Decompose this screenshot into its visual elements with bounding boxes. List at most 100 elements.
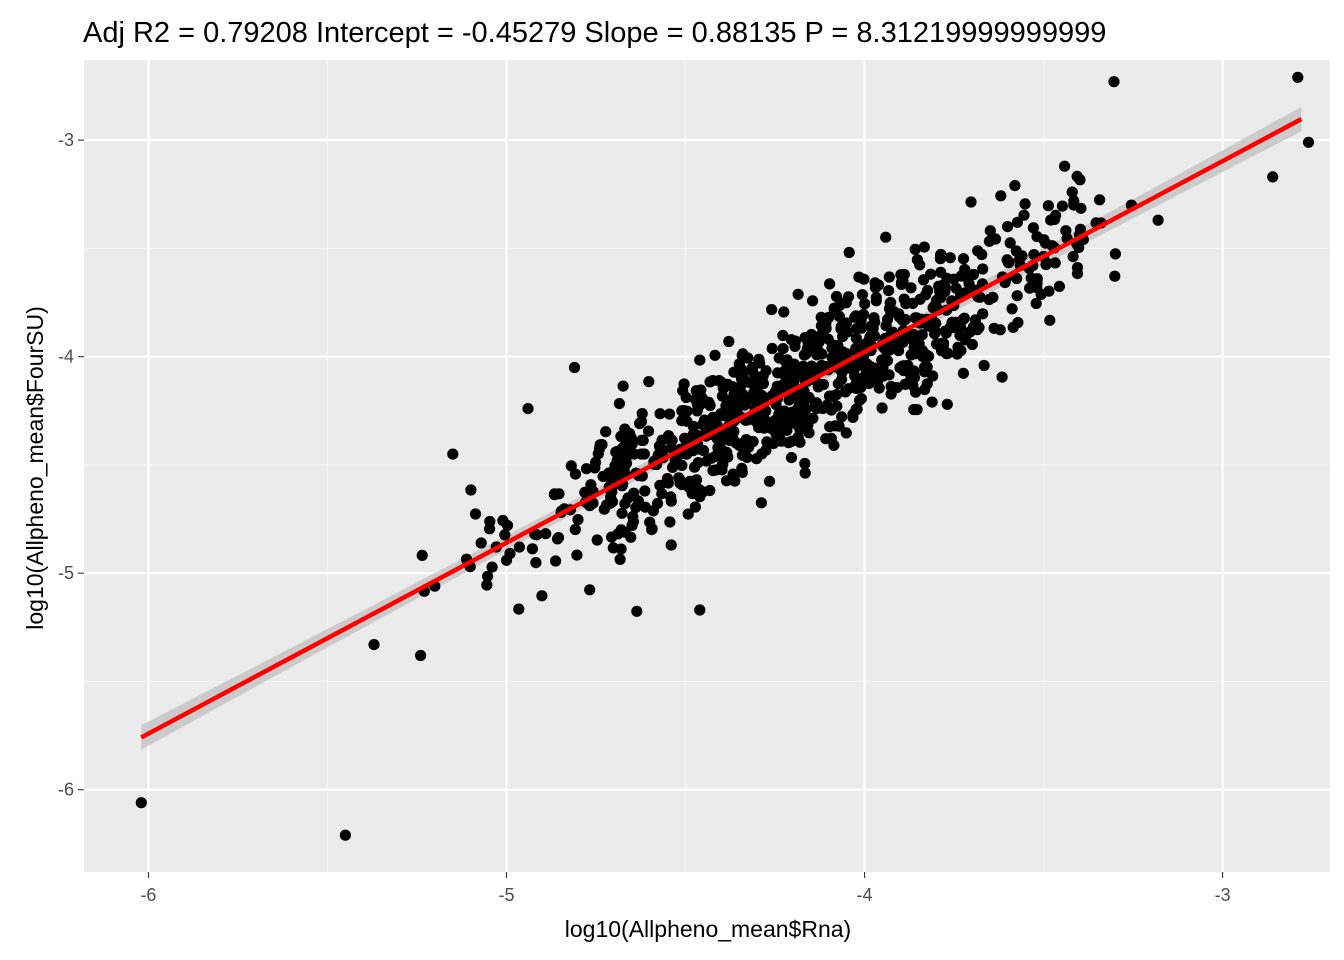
data-point [1045,214,1057,226]
data-point [522,403,534,415]
data-point [883,271,895,283]
data-point [1040,258,1052,271]
data-point [747,412,760,424]
data-point [853,271,865,283]
data-point [591,534,603,546]
data-point [651,497,664,510]
data-point [775,435,788,447]
data-point [1302,136,1315,148]
data-point [983,293,995,306]
data-point [908,372,921,384]
data-point [950,282,962,294]
data-point [715,408,727,420]
data-point [946,316,958,328]
data-point [694,604,706,616]
data-point [807,295,819,307]
data-point [996,371,1008,383]
data-point [965,196,977,208]
data-point [921,361,933,373]
data-point [941,398,953,410]
data-point [973,321,985,334]
data-point [585,479,597,491]
data-point [883,285,895,297]
fit-line [140,117,1303,740]
data-point [841,326,853,338]
data-point [691,474,703,486]
data-point [912,336,924,349]
data-point [917,274,930,286]
data-point [616,507,628,519]
data-point [717,382,729,395]
data-point [548,488,561,500]
data-point [825,432,837,444]
data-point [530,557,542,569]
data-point [864,368,876,380]
data-point [1028,249,1040,261]
data-point [1094,194,1106,206]
data-point [757,370,769,382]
data-point [880,231,892,243]
data-point [900,298,912,310]
data-point [877,361,889,373]
data-point [899,378,911,390]
data-point [983,235,996,247]
data-point [469,508,482,520]
data-point [763,475,776,487]
data-point [600,426,612,438]
data-point [919,383,931,396]
data-point [1152,214,1164,226]
data-point [785,452,798,464]
data-point [644,516,656,528]
data-point [805,343,817,355]
data-point [1007,321,1019,333]
data-point [836,411,848,423]
data-point [674,474,686,486]
data-point [727,433,739,445]
data-point [773,352,785,364]
data-point [676,405,688,417]
data-point [728,366,740,378]
data-point [859,298,871,310]
data-point [955,344,967,357]
data-point [701,455,713,467]
data-point [1292,71,1304,83]
data-point [691,398,704,411]
data-point [368,639,380,651]
data-point [707,375,719,387]
data-point [935,266,947,278]
data-point [872,279,885,291]
data-point [833,420,845,432]
data-point [926,396,938,408]
data-point [839,386,852,398]
data-point [482,570,494,582]
data-point [957,253,970,265]
data-point [642,425,655,437]
data-point [1067,251,1079,263]
data-point [481,579,493,591]
data-point [897,332,909,345]
data-point [877,370,890,382]
data-point [1011,216,1024,228]
data-point [656,488,668,500]
data-point [501,519,514,532]
data-point [636,434,648,446]
data-point [604,472,616,484]
data-point [584,584,596,596]
data-point [855,314,867,326]
data-point [850,382,862,394]
data-point [703,417,716,430]
data-point [709,349,721,361]
data-point [799,467,811,479]
data-point [939,286,951,298]
data-point [736,466,748,478]
data-point [840,427,852,439]
data-point [415,649,427,662]
data-point [995,190,1007,202]
data-point [832,378,844,390]
data-point [866,322,879,334]
data-point [720,475,733,487]
data-point [654,408,666,420]
data-point [550,555,562,567]
data-point [627,510,639,523]
data-point [1042,200,1054,212]
